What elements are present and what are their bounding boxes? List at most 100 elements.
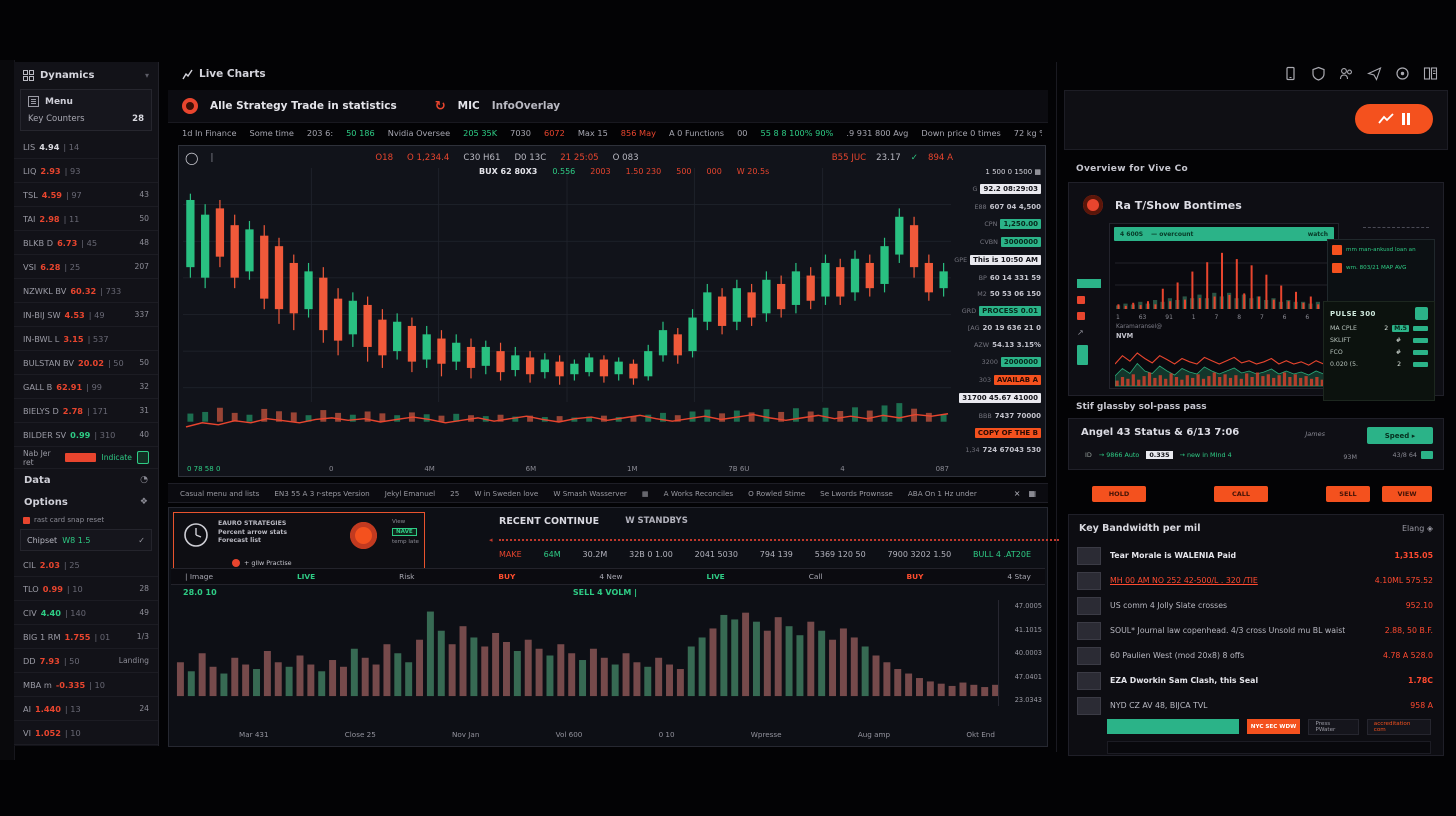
watchlist-row[interactable]: IN-BWL L 3.15 | 537 (14, 327, 158, 351)
data-row[interactable]: Data ◔ (14, 469, 158, 491)
action-button[interactable]: VIEW (1382, 486, 1432, 502)
watchlist-row[interactable]: BIELYS D 2.78 | 171 31 (14, 399, 158, 423)
mini-spike-chart[interactable] (1115, 245, 1331, 311)
list-header-right[interactable]: Elang ◈ (1401, 524, 1433, 533)
watchlist-row[interactable]: TSL 4.59 | 97 43 (14, 183, 158, 207)
follow-cta[interactable]: + gllw Practise (232, 559, 292, 567)
mini-green-bar[interactable]: 4 600S — overcount watch (1114, 227, 1334, 241)
watchlist-row[interactable]: AI 1.440 | 13 24 (14, 697, 158, 721)
watchlist-row[interactable]: TAI 2.98 | 11 50 (14, 207, 158, 231)
stat-token[interactable]: 00 (737, 128, 748, 138)
stat-token[interactable]: 205 35K (463, 128, 498, 138)
stat-token[interactable]: Nvidia Oversee (387, 128, 451, 138)
watchlist-row[interactable]: BLKB D 6.73 | 45 48 (14, 231, 158, 255)
toolbar-item[interactable]: W Smash Wasserver (553, 488, 627, 498)
toolbar-item[interactable]: Jekyl Emanuel (384, 488, 436, 498)
toolbar-item[interactable]: A Works Reconciles (663, 488, 734, 498)
list-item[interactable]: 60 Paulien West (mod 20x8) 8 offs 4.78 A… (1077, 643, 1433, 668)
watchlist-row[interactable]: VI 1.052 | 10 (14, 721, 158, 745)
stat-token[interactable]: 6072 (543, 128, 565, 138)
red-pill[interactable] (1077, 312, 1085, 320)
watchlist-row[interactable]: MBA m -0.335 | 10 (14, 673, 158, 697)
watchlist-row[interactable]: NZWKL BV 60.32 | 733 (14, 279, 158, 303)
record-dot-icon[interactable] (350, 522, 377, 549)
stat-token[interactable]: 55 8 8 100% 90% (760, 128, 834, 138)
menu-row[interactable]: Menu (28, 96, 144, 107)
footer-link-button[interactable]: accreditation com (1366, 718, 1431, 735)
list-item[interactable]: MH 00 AM NO 252 42-500/L . 320 /TIE 4.10… (1077, 568, 1433, 593)
columns-icon[interactable] (1423, 66, 1438, 81)
footer-orange-button[interactable]: NYC SEC WDW (1246, 719, 1301, 734)
users-icon[interactable] (1339, 66, 1354, 81)
options-row[interactable]: Options ❖ (14, 491, 158, 513)
stat-token[interactable]: 203 6: (306, 128, 334, 138)
reset-row[interactable]: rast card snap reset (14, 513, 158, 527)
watchlist-row[interactable]: BILDER SV 0.99 | 310 40 (14, 423, 158, 447)
red-pill[interactable] (1077, 296, 1085, 304)
watchlist-row[interactable]: BULSTAN BV 20.02 | 50 50 (14, 351, 158, 375)
sidebar-header[interactable]: Dynamics ▾ (14, 62, 158, 85)
green-block[interactable] (1077, 345, 1088, 365)
action-button[interactable]: CALL (1214, 486, 1268, 502)
stat-token[interactable]: A 0 Functions (668, 128, 725, 138)
toolbar-item[interactable]: Se Lwords Prownsse (820, 488, 893, 498)
panel2-table-header[interactable]: | Image LIVE Risk BUY 4 New LIVE Call BUY 4 Stay (171, 568, 1045, 585)
circle-tool-icon[interactable]: ◯ (185, 151, 199, 165)
action-button[interactable]: SELL (1326, 486, 1370, 502)
alert-card[interactable]: Angel 43 Status & 6/13 7:06 James Speed … (1068, 418, 1444, 470)
stat-token[interactable]: Down price 0 times (921, 128, 1001, 138)
action-button[interactable]: HOLD (1092, 486, 1146, 502)
toolbar-item[interactable]: Casual menu and lists (180, 488, 260, 498)
overlay-label[interactable]: InfoOverlay (491, 100, 561, 112)
send-icon[interactable] (1367, 66, 1382, 81)
watchlist-row[interactable]: LIS 4.94 | 14 (14, 135, 158, 159)
watchlist-row[interactable]: TLO 0.99 | 10 28 (14, 577, 158, 601)
hot-row[interactable]: Nab Jer ret Indicate (14, 447, 158, 469)
watchlist-row[interactable]: GALL B 62.91 | 99 32 (14, 375, 158, 399)
watchlist-row[interactable]: VSI 6.28 | 25 207 (14, 255, 158, 279)
pulse-row[interactable]: FCO # (1330, 349, 1428, 356)
stat-token[interactable]: 1d In Finance (182, 128, 237, 138)
stat-token[interactable]: 50 186 (346, 128, 375, 138)
footer-dark-button[interactable]: Press PWater (1308, 718, 1359, 735)
list-item[interactable]: Tear Morale is WALENIA Paid 1,315.05 (1077, 543, 1433, 568)
list-item[interactable]: US comm 4 Jolly Slate crosses 952.10 (1077, 593, 1433, 618)
chipset-row[interactable]: Chipset W8 1.5 ✓ (20, 529, 152, 551)
list-item[interactable]: EZA Dworkin Sam Clash, this Seal 1.78C (1077, 668, 1433, 693)
stat-token[interactable]: Max 15 (577, 128, 608, 138)
watchlist-row[interactable]: DD 7.93 | 50 Landing (14, 649, 158, 673)
refresh-icon[interactable]: ↻ (434, 98, 446, 114)
watchlist-row[interactable]: BIG 1 RM 1.755 | 01 1/3 (14, 625, 158, 649)
green-chip[interactable] (1077, 279, 1101, 288)
stat-token[interactable]: 7030 (510, 128, 531, 138)
volume-histogram[interactable] (175, 602, 1001, 700)
time-axis[interactable]: 0 4M 6M 1M 7B 6U 4 087 (329, 465, 949, 473)
stat-token[interactable]: Some time (249, 128, 294, 138)
target-icon[interactable] (1395, 66, 1410, 81)
list-item[interactable]: NYD CZ AV 48, BIJCA TVL 958 A (1077, 693, 1433, 718)
toolbar-item[interactable]: O Rowled Stime (748, 488, 806, 498)
mic-label[interactable]: MIC (457, 100, 480, 112)
footer-input-bar[interactable] (1107, 741, 1431, 754)
toolbar-item[interactable]: EN3 55 A 3 r-steps Version (274, 488, 370, 498)
list-item[interactable]: SOUL* Journal law copenhead. 4/3 cross U… (1077, 618, 1433, 643)
watchlist-row[interactable]: CIV 4.40 | 140 49 (14, 601, 158, 625)
chevron-down-icon[interactable]: ▾ (144, 71, 149, 80)
strategy-card[interactable]: EAURO STRATEGIES Percent arrow stats Forec… (173, 512, 425, 572)
pulse-row[interactable]: 0.020 (5. 2 (1330, 361, 1428, 368)
toolbar-item[interactable]: W in Sweden love (474, 488, 539, 498)
pulse-row[interactable]: SKLIFT # (1330, 337, 1428, 344)
stat-token[interactable]: 72 kg % Snap to (1013, 128, 1042, 138)
phone-icon[interactable] (1283, 66, 1298, 81)
sell-mini-button[interactable] (65, 453, 97, 462)
trade-action-button[interactable] (1355, 104, 1433, 134)
watchlist-row[interactable]: LIQ 2.93 | 93 (14, 159, 158, 183)
indicator-icon[interactable] (136, 451, 150, 464)
toolbar-item[interactable]: ▦ (641, 488, 649, 498)
price-axis[interactable]: 1 500 0 1500 ▦ G 92.2 08:29:03 E88 607 0… (953, 166, 1043, 456)
speed-button[interactable]: Speed ▸ (1367, 427, 1433, 444)
shield-icon[interactable] (1311, 66, 1326, 81)
watchlist-row[interactable]: CIL 2.03 | 25 (14, 553, 158, 577)
watchlist-row[interactable]: IN-BIJ SW 4.53 | 49 337 (14, 303, 158, 327)
stat-token[interactable]: 856 May (620, 128, 656, 138)
